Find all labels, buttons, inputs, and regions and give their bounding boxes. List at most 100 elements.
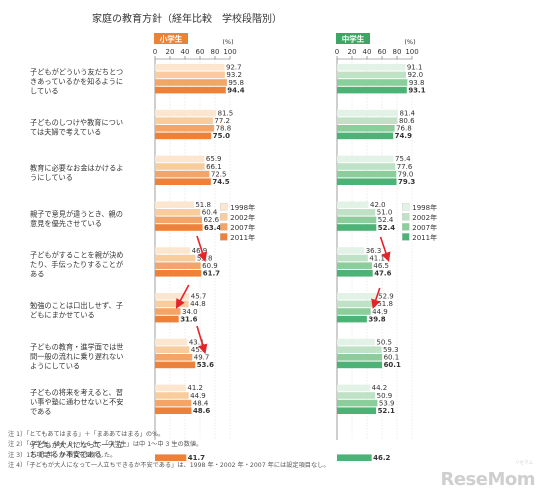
tick-label: 100: [405, 48, 418, 56]
footnote: 注 2）「小学生」は小 3～小 6 生、「中学生」は中 1～中 3 生の数値。: [8, 441, 203, 449]
bar: [337, 270, 373, 277]
bar: [155, 170, 210, 178]
bar: [337, 384, 371, 392]
footnote: 注 4）「子どもが大人になって一人立ちできるか不安である」は、1998 年・20…: [8, 462, 330, 470]
bar: [155, 454, 187, 461]
bar: [337, 209, 376, 216]
data-label: 72.5: [211, 170, 227, 178]
data-label: 41.2: [187, 384, 203, 392]
data-label: 47.6: [374, 270, 391, 278]
legend-swatch: [220, 203, 228, 211]
category-label: ようにしている: [30, 361, 80, 370]
data-label: 41.7: [188, 454, 205, 462]
data-label: 49.7: [194, 354, 210, 362]
bar: [337, 338, 375, 346]
data-label: 60.9: [202, 262, 218, 270]
data-label: 48.4: [193, 399, 209, 407]
legend-swatch: [402, 213, 410, 221]
bar: [155, 109, 217, 117]
legend-label: 1998年: [412, 203, 437, 212]
tick-label: 40: [181, 48, 190, 56]
tick-label: 20: [166, 48, 175, 56]
bar: [337, 361, 383, 369]
category-label: 子どもの将来を考えると、習: [30, 388, 123, 397]
unit-label: (%): [404, 38, 415, 46]
tick-label: 20: [348, 48, 357, 56]
data-label: 61.7: [203, 270, 220, 278]
data-label: 53.6: [197, 361, 214, 369]
data-label: 80.6: [399, 117, 415, 125]
bar: [155, 293, 190, 300]
footnote: 注 1）「とてもあてはまる」＋「まああてはまる」の%。: [8, 431, 165, 438]
category-label: 子どもがどういう友だちとつ: [30, 68, 123, 77]
data-label: 44.9: [190, 392, 206, 400]
bar: [337, 216, 377, 224]
bar: [155, 399, 192, 407]
bar: [337, 399, 378, 407]
panel-header-middle: [336, 33, 370, 44]
data-label: 63.4: [204, 224, 221, 232]
legend-swatch: [220, 223, 228, 231]
data-label: 60.1: [384, 354, 400, 362]
bar: [337, 392, 376, 399]
trend-arrow: [379, 236, 391, 263]
category-label: ある: [30, 270, 44, 279]
data-label: 95.8: [228, 79, 244, 87]
tick-label: 80: [211, 48, 220, 56]
data-label: 50.9: [377, 392, 393, 400]
data-label: 46.2: [373, 454, 390, 462]
data-label: 79.0: [398, 170, 414, 178]
legend-label: 1998年: [230, 203, 255, 212]
data-label: 45.7: [191, 293, 207, 301]
data-label: 51.8: [377, 300, 393, 308]
bar: [337, 300, 376, 308]
trend-arrow: [175, 284, 190, 309]
panel-header-elementary: [154, 33, 188, 44]
data-label: 62.6: [203, 216, 219, 224]
bar: [155, 338, 188, 346]
data-label: 44.2: [372, 384, 388, 392]
tick-label: 80: [393, 48, 402, 56]
legend-label: 2011年: [412, 233, 437, 242]
legend-label: 2002年: [412, 213, 437, 222]
category-label: きあっているかを知るように: [30, 77, 123, 86]
bar: [337, 308, 371, 315]
data-label: 81.4: [400, 109, 416, 117]
data-label: 48.6: [193, 407, 210, 415]
data-label: 78.8: [216, 125, 232, 133]
bar: [337, 109, 399, 117]
bar: [155, 361, 196, 369]
category-label: 子どもがすることを親が決め: [30, 251, 123, 260]
category-label: い事や塾に通わせないと不安: [30, 398, 123, 407]
category-label: 教育に必要なお金はかけるよ: [30, 164, 123, 173]
bar: [155, 86, 226, 94]
bar: [155, 117, 213, 124]
bar: [337, 86, 407, 94]
bar: [337, 79, 408, 86]
legend-label: 2007年: [412, 223, 437, 232]
data-label: 77.2: [214, 117, 230, 125]
chart-title: 家庭の教育方針（経年比較 学校段階別）: [92, 12, 282, 25]
category-label: ては夫婦で考えている: [30, 127, 101, 136]
data-label: 60.4: [202, 209, 218, 217]
category-label: ちできるか不安である: [30, 450, 102, 459]
bar: [337, 132, 394, 140]
data-label: 94.4: [227, 86, 244, 94]
bar: [337, 315, 367, 323]
bar: [337, 178, 397, 185]
panel-label-elementary: 小学生: [160, 34, 183, 44]
tick-label: 60: [196, 48, 205, 56]
data-label: 81.5: [218, 109, 234, 117]
bar: [155, 163, 205, 170]
bar: [337, 293, 377, 300]
bar: [155, 300, 189, 308]
category-label: 親子で意見が違うとき、親の: [30, 209, 123, 218]
footnotes: 注 1）「とてもあてはまる」＋「まああてはまる」の%。 注 2）「小学生」は小 …: [8, 430, 438, 472]
legend-swatch: [402, 203, 410, 211]
data-label: 44.9: [372, 308, 388, 316]
data-label: 79.3: [398, 178, 415, 186]
data-label: 51.0: [377, 209, 393, 217]
data-label: 31.6: [180, 315, 197, 323]
bar: [155, 125, 215, 132]
data-label: 50.5: [376, 338, 392, 346]
